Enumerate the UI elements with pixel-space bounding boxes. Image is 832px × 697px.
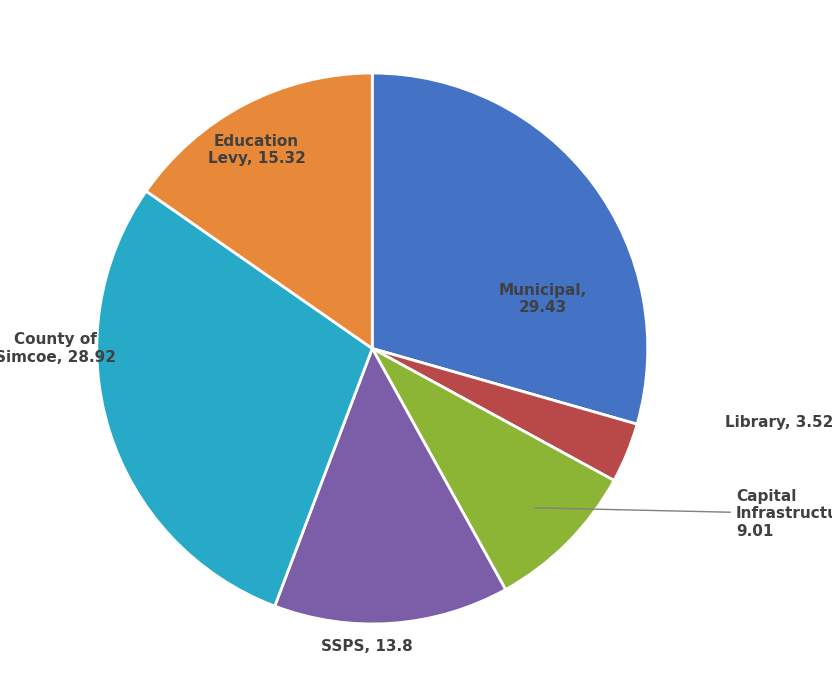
Wedge shape (146, 73, 372, 348)
Wedge shape (97, 191, 372, 606)
Text: Education
Levy, 15.32: Education Levy, 15.32 (208, 134, 305, 167)
Text: Library, 3.52: Library, 3.52 (725, 415, 832, 430)
Wedge shape (372, 348, 614, 590)
Text: Capital
Infrastructure,
9.01: Capital Infrastructure, 9.01 (535, 489, 832, 539)
Wedge shape (275, 348, 506, 624)
Text: Municipal,
29.43: Municipal, 29.43 (499, 283, 587, 315)
Wedge shape (372, 348, 637, 480)
Wedge shape (372, 73, 648, 424)
Text: County of
Simcoe, 28.92: County of Simcoe, 28.92 (0, 332, 116, 365)
Text: SSPS, 13.8: SSPS, 13.8 (321, 638, 413, 654)
